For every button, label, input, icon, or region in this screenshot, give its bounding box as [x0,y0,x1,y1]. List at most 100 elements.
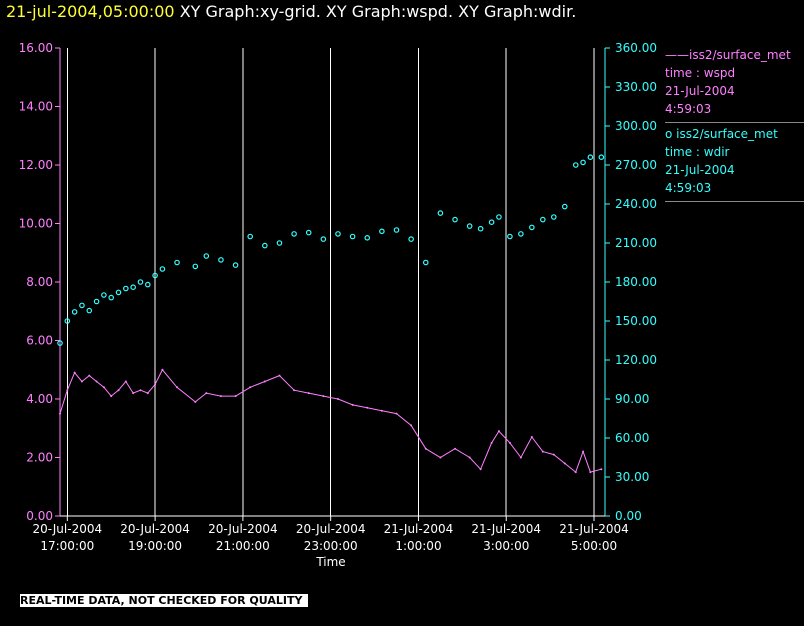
quality-notice: REAL-TIME DATA, NOT CHECKED FOR QUALITY [20,594,309,607]
chart-title: 21-jul-2004,05:00:00 XY Graph:xy-grid. X… [6,2,576,21]
wdir-point [587,154,594,161]
wdir-point [305,229,312,236]
wspd-point [351,403,354,406]
y-right-tick-label: 150.00 [615,314,657,328]
wdir-point [291,231,297,237]
legend-name-wspd: ——iss2/surface_met [665,48,791,62]
wdir-point [422,259,429,266]
wspd-point [508,441,511,444]
wdir-point [152,272,158,279]
wdir-point [349,233,356,240]
wspd-point [497,430,500,433]
y-right-tick-label: 30.00 [615,470,649,484]
wdir-point [174,259,180,266]
x-tick-label: 1:00:00 [395,539,441,553]
wspd-point [124,380,127,383]
wspd-point [102,386,105,389]
wdir-point [477,225,484,232]
wdir-point [466,223,473,229]
wdir-point [79,302,85,309]
axes: 20-Jul-2004 17:00:00 20-Jul-2004 19:00:00 20… [19,41,657,553]
wspd-point [600,468,603,471]
wdir-point [379,228,385,235]
wdir-point [123,285,129,292]
wspd-point [263,380,266,383]
wdir-point [540,216,546,223]
y-right-tick-label: 60.00 [615,431,649,445]
wdir-point [64,318,71,324]
y-right-tick-label: 90.00 [615,392,649,406]
wspd-series [59,368,603,474]
wdir-point [452,216,458,223]
wdir-point [86,307,93,314]
wspd-point [88,374,91,377]
wdir-point [218,257,224,263]
wspd-point [424,447,427,450]
wdir-point [144,281,151,288]
wdir-point [437,210,444,216]
y-right-tick-label: 120.00 [615,353,657,367]
wspd-point [366,406,369,409]
wspd-point [139,389,142,392]
legend-symbol-wspd: —— [665,48,689,62]
wdir-point [137,279,144,285]
wspd-point [439,456,442,459]
wspd-point [479,468,482,471]
legend-var-wdir: time : wdir [665,145,730,159]
wdir-point [393,227,400,233]
y-left-tick-label: 12.00 [19,158,53,172]
legend: ——iss2/surface_met time : wspd 21-Jul-20… [665,46,804,204]
x-tick-label: 5:00:00 [571,539,617,553]
y-right-tick-label: 360.00 [615,41,657,55]
legend-time-wspd: 4:59:03 [665,102,712,116]
x-tick-label: 23:00:00 [304,539,358,553]
wspd-point [117,389,120,392]
wspd-point [322,395,325,398]
wspd-point [589,471,592,474]
wdir-point [320,236,327,242]
vertical-grid [66,48,595,516]
wdir-point [57,340,63,346]
wdir-point [115,289,122,296]
wspd-point [146,392,149,395]
y-right-tick-label: 210.00 [615,236,657,250]
wspd-point [293,389,296,392]
wdir-point [276,240,283,246]
legend-item-wdir: o iss2/surface_met time : wdir 21-Jul-20… [665,125,804,202]
wdir-point [203,253,210,259]
y-left-tick-label: 4.00 [26,392,53,406]
wspd-point [490,441,493,444]
wspd-point [110,395,113,398]
y-left-tick-label: 16.00 [19,41,53,55]
wspd-point [410,424,413,427]
wspd-point [176,386,179,389]
wdir-point [529,224,535,231]
wdir-point [496,214,502,220]
wspd-point [582,450,585,453]
wspd-point [219,395,222,398]
wspd-point [80,380,83,383]
x-tick-label: 17:00:00 [40,539,94,553]
wspd-point [234,395,237,398]
wspd-point [161,368,164,371]
wdir-point [598,154,605,161]
x-tick-label: 20-Jul-2004 [296,522,366,536]
x-tick-label: 19:00:00 [128,539,182,553]
wspd-point [194,400,197,403]
wspd-point [395,412,398,415]
wspd-point [73,371,76,374]
x-tick-label: 21-Jul-2004 [384,522,454,536]
wdir-point [335,231,341,237]
wdir-point [192,263,199,270]
wspd-point [249,386,252,389]
legend-time-wdir: 4:59:03 [665,181,712,195]
y-left-tick-label: 2.00 [26,451,53,465]
wspd-point [552,453,555,456]
y-left-tick-label: 6.00 [26,334,53,348]
wdir-point [71,309,78,315]
x-tick-label: 3:00:00 [483,539,529,553]
wspd-point [278,374,281,377]
wdir-point [561,203,568,210]
wdir-point [550,214,557,220]
